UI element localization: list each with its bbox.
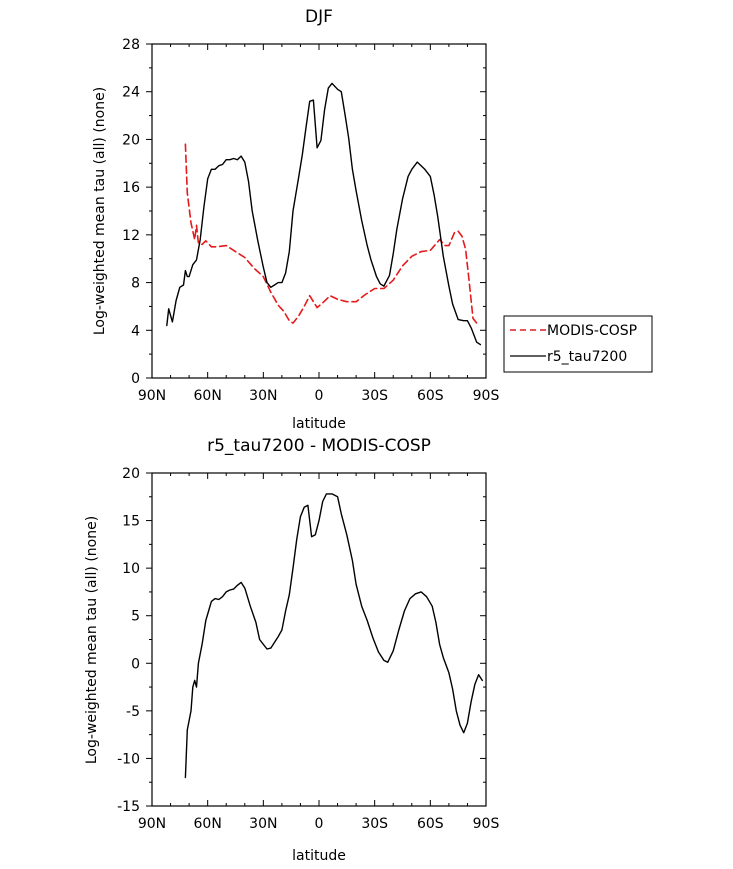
top-series-line-r5-tau7200: [166, 82, 482, 346]
top-x-axis-label: latitude: [292, 416, 346, 432]
top-y-tick-label: 16: [122, 180, 140, 196]
bottom-x-tick-label: 90S: [473, 816, 500, 832]
bottom-x-tick-label: 0: [315, 816, 324, 832]
bottom-x-tick-label: 60S: [417, 816, 444, 832]
top-tick-group: 90N 60N 30N 0 30S 60S 90S 0 4 8 12 16 20 24 28: [122, 37, 499, 404]
top-plot-frame: [151, 43, 487, 379]
bottom-chart-title: r5_tau7200 - MODIS-COSP: [207, 436, 431, 456]
top-x-tick-label: 60S: [417, 388, 444, 404]
bottom-y-axis-label: Log-weighted mean tau (all) (none): [84, 516, 100, 764]
top-x-tick-label: 30S: [361, 388, 388, 404]
top-x-tick-label: 90N: [138, 388, 166, 404]
top-chart-panel: DJF 90N 60N 30N 0 30S 60S 90S 0 4 8 12 16 20 24 28 lat…: [92, 7, 499, 432]
top-x-tick-label: 0: [315, 388, 324, 404]
legend-label-r5-tau7200: r5_tau7200: [547, 349, 627, 365]
top-y-tick-label: 12: [122, 228, 140, 244]
top-chart-title: DJF: [305, 7, 333, 27]
bottom-series-group: [184, 493, 483, 779]
bottom-tick-group: 90N 60N 30N 0 30S 60S 90S -15 -10 -5 0 5 10 15 20: [117, 466, 499, 832]
bottom-y-tick-label: 20: [122, 466, 140, 482]
top-y-tick-label: 0: [131, 371, 140, 387]
top-y-tick-label: 20: [122, 132, 140, 148]
top-y-tick-label: 24: [122, 85, 140, 101]
bottom-x-tick-label: 30N: [249, 816, 277, 832]
bottom-y-tick-label: 15: [122, 514, 140, 530]
bottom-x-tick-label: 90N: [138, 816, 166, 832]
top-x-tick-label: 90S: [473, 388, 500, 404]
bottom-y-tick-label: -15: [117, 799, 140, 815]
top-x-tick-label: 30N: [249, 388, 277, 404]
top-x-tick-label: 60N: [194, 388, 222, 404]
top-y-tick-label: 8: [131, 276, 140, 292]
top-y-tick-label: 4: [131, 323, 140, 339]
bottom-chart-panel: r5_tau7200 - MODIS-COSP 90N 60N 30N 0 30S 60S…: [84, 436, 499, 864]
bottom-y-tick-label: 0: [131, 656, 140, 672]
bottom-x-axis-label: latitude: [292, 848, 346, 864]
bottom-x-tick-label: 30S: [361, 816, 388, 832]
bottom-y-tick-label: -10: [117, 751, 140, 767]
top-y-axis-label: Log-weighted mean tau (all) (none): [92, 87, 108, 335]
legend-label-modis-cosp: MODIS-COSP: [547, 323, 637, 339]
top-series-line-modis-cosp: [184, 143, 478, 324]
bottom-x-tick-label: 60N: [194, 816, 222, 832]
bottom-y-tick-label: 10: [122, 561, 140, 577]
bottom-y-tick-label: 5: [131, 609, 140, 625]
legend: MODIS-COSP r5_tau7200: [503, 315, 653, 373]
bottom-y-tick-label: -5: [126, 704, 140, 720]
top-y-tick-label: 28: [122, 37, 140, 53]
legend-box: [503, 315, 653, 373]
bottom-series-line-difference: [184, 493, 483, 779]
top-series-group: [166, 82, 482, 346]
